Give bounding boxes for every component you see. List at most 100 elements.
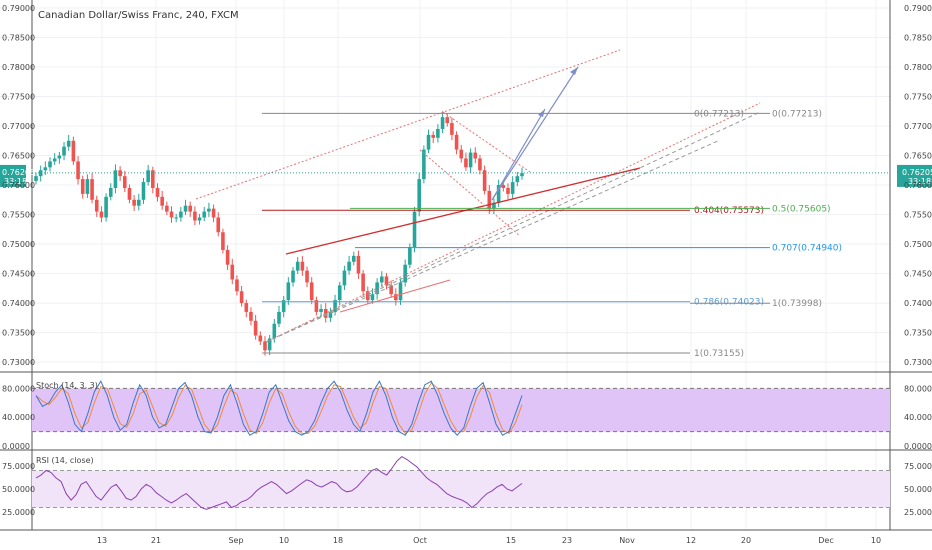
candle-body — [337, 285, 342, 301]
candle-body — [478, 158, 482, 171]
candle-body — [118, 170, 122, 177]
price-tick-right: 0.74000 — [904, 299, 932, 308]
candle-body — [356, 255, 361, 274]
price-badge-countdown: 33:18 — [908, 177, 931, 186]
price-tick-right: 0.78000 — [904, 63, 932, 72]
rsi-path — [35, 455, 523, 510]
candle-body — [436, 128, 440, 138]
candle-body — [253, 320, 258, 336]
x-tick-label: 20 — [741, 536, 751, 545]
candle-body — [258, 335, 263, 342]
price-tick-right: 0.75500 — [904, 211, 932, 220]
candle-body — [57, 155, 62, 159]
x-tick-label: 13 — [97, 536, 107, 545]
candle-body — [422, 149, 426, 180]
candle-body — [169, 211, 174, 218]
rsi-band — [32, 470, 890, 508]
candle-body — [239, 291, 244, 304]
rsi-tick-right: 75.0000 — [904, 462, 932, 471]
candle-body — [319, 308, 323, 312]
stoch-tick-left: 0.0000 — [2, 442, 30, 451]
stoch-tick-right: 80.0000 — [904, 384, 932, 393]
stoch-k-line — [35, 380, 523, 436]
price-badge-value: 0.76205 — [2, 168, 35, 177]
price-tick-left: 0.73000 — [2, 358, 35, 367]
candle-body — [492, 202, 496, 209]
candle-body — [155, 187, 160, 197]
price-tick-right: 0.74500 — [904, 270, 932, 279]
candle-body — [165, 205, 169, 212]
candle-body — [431, 134, 436, 138]
x-tick-label: Nov — [619, 536, 635, 545]
x-tick-label: 15 — [506, 536, 516, 545]
candle-body — [34, 176, 38, 181]
candle-body — [394, 294, 398, 301]
fib-level-label: 0(0.77213) — [772, 109, 822, 119]
price-tick-right: 0.76500 — [904, 152, 932, 161]
candle-body — [300, 261, 305, 271]
price-tick-left: 0.76500 — [2, 152, 35, 161]
price-badge-right — [897, 164, 932, 187]
candle-body — [398, 282, 403, 301]
diag-line — [419, 149, 521, 237]
candle-body — [305, 270, 309, 283]
price-tick-left: 0.74000 — [2, 299, 35, 308]
candle-body — [197, 217, 202, 221]
candle-body — [230, 264, 235, 280]
candle-body — [104, 196, 108, 218]
candle-body — [160, 196, 164, 206]
candle-body — [141, 182, 146, 200]
candle-body — [263, 341, 267, 351]
candle-body — [347, 261, 351, 271]
candle-body — [244, 303, 249, 312]
price-tick-left: 0.77500 — [2, 92, 35, 101]
candle-body — [48, 161, 52, 168]
axis-labels: 13 21 Sep 10 18 Oct 15 23 Nov 12 20 Dec 10 0.79000 0.7… — [2, 4, 932, 545]
candle-body — [174, 217, 178, 219]
price-tick-left: 0.77000 — [2, 122, 35, 131]
grid — [0, 0, 932, 531]
candle-body — [408, 247, 412, 265]
candle-body — [370, 294, 375, 301]
candle-body — [361, 273, 365, 292]
projection-arrow — [491, 66, 579, 201]
candle-body — [225, 249, 230, 265]
candle-body — [450, 123, 454, 135]
candle-body — [473, 152, 478, 159]
candles — [34, 111, 524, 356]
price-tick-left: 0.78000 — [2, 63, 35, 72]
fib-level-label: 0(0.77213) — [694, 109, 744, 119]
candle-body — [127, 187, 132, 200]
price-badge-left — [0, 164, 26, 187]
candle-body — [71, 140, 76, 162]
candle-body — [76, 161, 80, 180]
candle-body — [221, 232, 225, 250]
candle-body — [351, 255, 356, 262]
x-tick-label: 18 — [333, 536, 343, 545]
rsi-tick-left: 50.0000 — [2, 485, 35, 494]
candle-body — [417, 179, 421, 212]
rsi-line — [35, 455, 523, 510]
candle-body — [85, 179, 90, 194]
price-tick-right: 0.75000 — [904, 240, 932, 249]
candle-body — [183, 205, 188, 212]
price-tick-left: 0.74500 — [2, 270, 35, 279]
candle-body — [520, 173, 524, 177]
candle-body — [426, 134, 431, 150]
candle-body — [501, 185, 506, 188]
price-tick-left: 0.73500 — [2, 329, 35, 338]
candle-body — [137, 199, 141, 206]
candle-body — [62, 146, 66, 156]
price-tick-right: 0.73000 — [904, 358, 932, 367]
arrow-head — [570, 67, 578, 75]
candle-body — [412, 211, 417, 247]
price-tick-left: 0.75500 — [2, 211, 35, 220]
candle-body — [122, 176, 127, 188]
price-tick-left: 0.75000 — [2, 240, 35, 249]
candle-body — [179, 211, 183, 218]
channel-mid — [265, 102, 761, 343]
rsi-tick-left: 25.0000 — [2, 508, 35, 517]
x-tick-label: Dec — [818, 536, 833, 545]
candle-body — [249, 311, 253, 321]
